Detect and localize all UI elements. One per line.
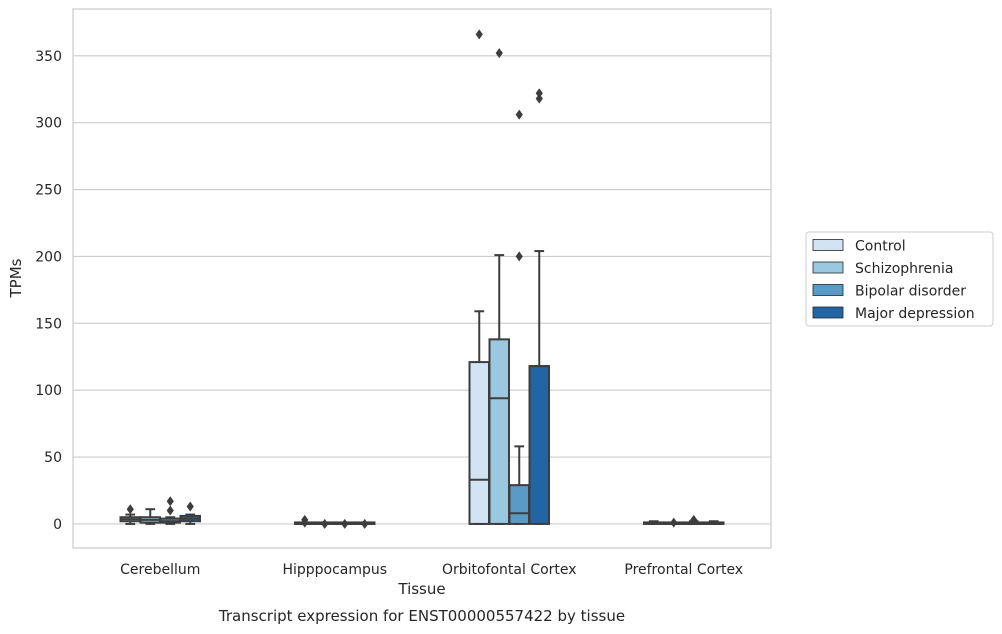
- legend-swatch: [812, 261, 844, 274]
- y-tick-label: 100: [35, 383, 62, 399]
- box-1-0: [294, 514, 316, 528]
- x-axis-title: Tissue: [397, 580, 445, 598]
- box-0-2: [159, 496, 181, 525]
- outlier-point: [301, 514, 309, 525]
- boxes-layer: [119, 29, 725, 529]
- y-tick-label: 250: [35, 183, 62, 199]
- outlier-point: [535, 88, 543, 99]
- x-tick-label: Cerebellum: [120, 562, 200, 578]
- box-1-3: [354, 518, 376, 529]
- outlier-point: [186, 501, 194, 512]
- y-tick-label: 350: [35, 49, 62, 65]
- legend-item: Schizophrenia: [812, 261, 953, 277]
- box-3-0: [643, 520, 665, 525]
- box-3-3: [703, 520, 725, 525]
- outlier-point: [670, 517, 678, 528]
- box-rect: [468, 361, 490, 525]
- legend-swatch: [812, 239, 844, 251]
- outlier-point: [341, 518, 349, 529]
- legend-item: Control: [812, 239, 906, 255]
- legend-swatch: [812, 284, 844, 296]
- box-0-1: [139, 508, 161, 525]
- legend-swatch: [812, 306, 844, 319]
- outlier-point: [515, 251, 523, 262]
- plot-frame: [72, 8, 772, 549]
- y-tick-label: 0: [53, 517, 62, 533]
- outlier-point: [126, 504, 134, 515]
- outlier-point: [361, 518, 369, 529]
- box-0-3: [179, 501, 201, 525]
- y-axis: 0 50 100 150 200 250 300 350: [35, 49, 62, 533]
- box-1-2: [334, 518, 356, 529]
- outlier-point: [475, 29, 483, 40]
- y-tick-label: 50: [44, 450, 62, 466]
- box-3-2: [683, 514, 705, 525]
- box-2-3: [528, 88, 550, 525]
- legend-item: Major depression: [812, 306, 975, 322]
- box-rect: [528, 365, 550, 525]
- outlier-point: [495, 48, 503, 59]
- box-2-1: [488, 48, 510, 525]
- y-tick-label: 200: [35, 249, 62, 265]
- grid-layer: [73, 55, 771, 525]
- x-tick-label: Hipppocampus: [282, 562, 387, 578]
- box-rect: [488, 338, 510, 525]
- box-0-0: [119, 504, 141, 525]
- outlier-point: [535, 93, 543, 104]
- x-axis: Cerebellum Hipppocampus Orbitofontal Corte…: [120, 562, 743, 578]
- legend: Control Schizophrenia Bipolar disorder Majo…: [805, 231, 994, 327]
- y-tick-label: 300: [35, 116, 62, 132]
- box-1-1: [314, 518, 336, 529]
- legend-label: Control: [855, 239, 906, 255]
- x-tick-label: Prefrontal Cortex: [624, 562, 743, 578]
- legend-item: Bipolar disorder: [812, 284, 966, 300]
- legend-label: Major depression: [855, 306, 975, 322]
- box-2-2: [508, 109, 530, 525]
- box-2-0: [468, 29, 490, 525]
- outlier-point: [166, 505, 174, 516]
- box-rect: [508, 484, 530, 525]
- chart-caption: Transcript expression for ENST0000055742…: [218, 607, 625, 625]
- legend-label: Schizophrenia: [855, 261, 953, 277]
- legend-label: Bipolar disorder: [855, 284, 966, 300]
- outlier-point: [166, 496, 174, 507]
- outlier-point: [690, 514, 698, 525]
- y-tick-label: 150: [35, 316, 62, 332]
- outlier-point: [515, 109, 523, 120]
- y-axis-title: TPMs: [7, 258, 25, 298]
- box-3-1: [663, 517, 685, 528]
- legend-frame: [805, 231, 994, 327]
- x-tick-label: Orbitofontal Cortex: [442, 562, 577, 578]
- outlier-point: [321, 518, 329, 529]
